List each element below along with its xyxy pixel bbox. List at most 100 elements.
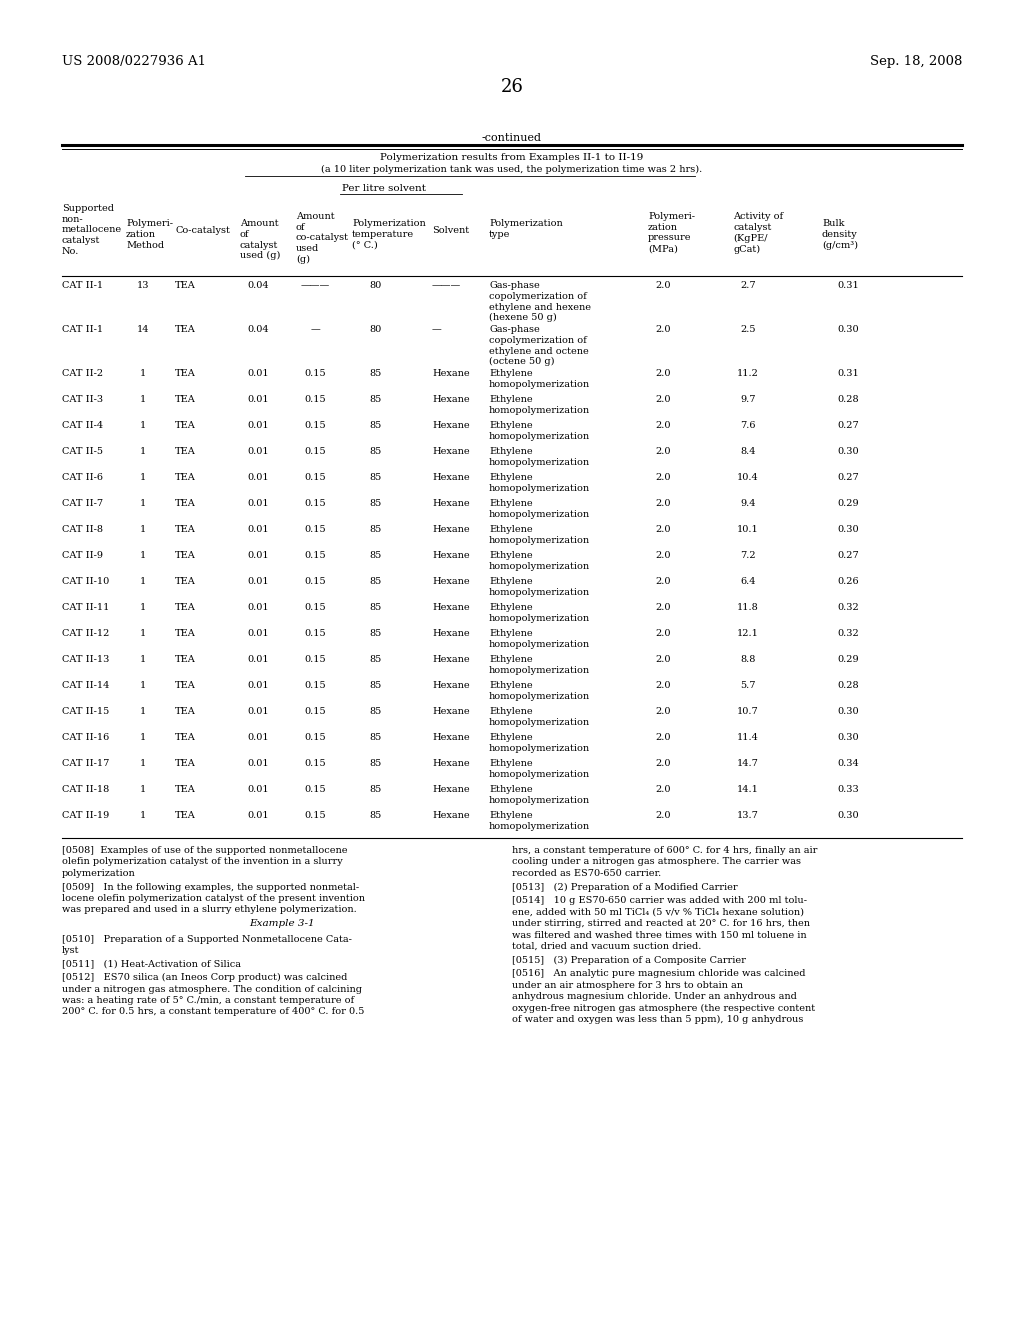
Text: Ethylene
homopolymerization: Ethylene homopolymerization <box>489 785 590 805</box>
Text: 1: 1 <box>140 421 146 430</box>
Text: total, dried and vacuum suction dried.: total, dried and vacuum suction dried. <box>512 942 701 950</box>
Text: TEA: TEA <box>175 370 196 378</box>
Text: 11.4: 11.4 <box>737 733 759 742</box>
Text: 2.0: 2.0 <box>655 281 671 290</box>
Text: 0.30: 0.30 <box>838 325 859 334</box>
Text: TEA: TEA <box>175 525 196 535</box>
Text: 1: 1 <box>140 395 146 404</box>
Text: Amount
of
co-catalyst
used
(g): Amount of co-catalyst used (g) <box>296 213 349 264</box>
Text: 0.15: 0.15 <box>304 603 326 612</box>
Text: 2.7: 2.7 <box>740 281 756 290</box>
Text: 0.01: 0.01 <box>247 525 269 535</box>
Text: under stirring, stirred and reacted at 20° C. for 16 hrs, then: under stirring, stirred and reacted at 2… <box>512 919 810 928</box>
Text: [0509]   In the following examples, the supported nonmetal-: [0509] In the following examples, the su… <box>62 883 359 891</box>
Text: 13: 13 <box>137 281 150 290</box>
Text: Hexane: Hexane <box>432 708 470 715</box>
Text: 0.30: 0.30 <box>838 733 859 742</box>
Text: 10.7: 10.7 <box>737 708 759 715</box>
Text: CAT II-10: CAT II-10 <box>62 577 110 586</box>
Text: 2.0: 2.0 <box>655 759 671 768</box>
Text: 0.32: 0.32 <box>838 630 859 638</box>
Text: 85: 85 <box>370 733 382 742</box>
Text: 0.27: 0.27 <box>838 421 859 430</box>
Text: 0.28: 0.28 <box>838 395 859 404</box>
Text: 0.31: 0.31 <box>838 370 859 378</box>
Text: ———: ——— <box>300 281 330 290</box>
Text: CAT II-3: CAT II-3 <box>62 395 103 404</box>
Text: Per litre solvent: Per litre solvent <box>342 183 426 193</box>
Text: CAT II-17: CAT II-17 <box>62 759 110 768</box>
Text: [0510]   Preparation of a Supported Nonmetallocene Cata-: [0510] Preparation of a Supported Nonmet… <box>62 935 352 944</box>
Text: 85: 85 <box>370 655 382 664</box>
Text: 2.0: 2.0 <box>655 550 671 560</box>
Text: TEA: TEA <box>175 473 196 482</box>
Text: 0.01: 0.01 <box>247 681 269 690</box>
Text: 85: 85 <box>370 630 382 638</box>
Text: 85: 85 <box>370 785 382 795</box>
Text: CAT II-2: CAT II-2 <box>62 370 103 378</box>
Text: Activity of
catalyst
(KgPE/
gCat): Activity of catalyst (KgPE/ gCat) <box>733 213 783 253</box>
Text: 1: 1 <box>140 603 146 612</box>
Text: Example 3-1: Example 3-1 <box>249 919 314 928</box>
Text: 8.8: 8.8 <box>740 655 756 664</box>
Text: (a 10 liter polymerization tank was used, the polymerization time was 2 hrs).: (a 10 liter polymerization tank was used… <box>322 165 702 174</box>
Text: 0.15: 0.15 <box>304 655 326 664</box>
Text: Ethylene
homopolymerization: Ethylene homopolymerization <box>489 370 590 389</box>
Text: Hexane: Hexane <box>432 733 470 742</box>
Text: 0.01: 0.01 <box>247 499 269 508</box>
Text: 85: 85 <box>370 577 382 586</box>
Text: Hexane: Hexane <box>432 525 470 535</box>
Text: 1: 1 <box>140 370 146 378</box>
Text: 0.30: 0.30 <box>838 447 859 455</box>
Text: 0.01: 0.01 <box>247 577 269 586</box>
Text: 0.15: 0.15 <box>304 447 326 455</box>
Text: 8.4: 8.4 <box>740 447 756 455</box>
Text: under an air atmosphere for 3 hrs to obtain an: under an air atmosphere for 3 hrs to obt… <box>512 981 743 990</box>
Text: 0.15: 0.15 <box>304 550 326 560</box>
Text: TEA: TEA <box>175 785 196 795</box>
Text: TEA: TEA <box>175 810 196 820</box>
Text: 0.15: 0.15 <box>304 759 326 768</box>
Text: TEA: TEA <box>175 281 196 290</box>
Text: TEA: TEA <box>175 421 196 430</box>
Text: 0.30: 0.30 <box>838 810 859 820</box>
Text: 0.01: 0.01 <box>247 447 269 455</box>
Text: 200° C. for 0.5 hrs, a constant temperature of 400° C. for 0.5: 200° C. for 0.5 hrs, a constant temperat… <box>62 1007 365 1016</box>
Text: 0.15: 0.15 <box>304 525 326 535</box>
Text: 2.0: 2.0 <box>655 325 671 334</box>
Text: 14: 14 <box>137 325 150 334</box>
Text: polymerization: polymerization <box>62 869 136 878</box>
Text: Sep. 18, 2008: Sep. 18, 2008 <box>869 55 962 69</box>
Text: Ethylene
homopolymerization: Ethylene homopolymerization <box>489 473 590 492</box>
Text: CAT II-14: CAT II-14 <box>62 681 110 690</box>
Text: 2.0: 2.0 <box>655 708 671 715</box>
Text: 0.01: 0.01 <box>247 655 269 664</box>
Text: Ethylene
homopolymerization: Ethylene homopolymerization <box>489 681 590 701</box>
Text: 0.01: 0.01 <box>247 395 269 404</box>
Text: TEA: TEA <box>175 499 196 508</box>
Text: 7.6: 7.6 <box>740 421 756 430</box>
Text: TEA: TEA <box>175 630 196 638</box>
Text: 1: 1 <box>140 550 146 560</box>
Text: 2.0: 2.0 <box>655 473 671 482</box>
Text: 1: 1 <box>140 577 146 586</box>
Text: 2.0: 2.0 <box>655 577 671 586</box>
Text: was filtered and washed three times with 150 ml toluene in: was filtered and washed three times with… <box>512 931 807 940</box>
Text: Hexane: Hexane <box>432 421 470 430</box>
Text: 11.2: 11.2 <box>737 370 759 378</box>
Text: 1: 1 <box>140 655 146 664</box>
Text: 10.1: 10.1 <box>737 525 759 535</box>
Text: 2.0: 2.0 <box>655 395 671 404</box>
Text: US 2008/0227936 A1: US 2008/0227936 A1 <box>62 55 206 69</box>
Text: 0.27: 0.27 <box>838 473 859 482</box>
Text: CAT II-13: CAT II-13 <box>62 655 110 664</box>
Text: 0.27: 0.27 <box>838 550 859 560</box>
Text: [0515]   (3) Preparation of a Composite Carrier: [0515] (3) Preparation of a Composite Ca… <box>512 956 745 965</box>
Text: 1: 1 <box>140 499 146 508</box>
Text: TEA: TEA <box>175 550 196 560</box>
Text: 0.15: 0.15 <box>304 499 326 508</box>
Text: 0.30: 0.30 <box>838 708 859 715</box>
Text: Ethylene
homopolymerization: Ethylene homopolymerization <box>489 577 590 597</box>
Text: Polymeri-
zation
Method: Polymeri- zation Method <box>126 219 173 249</box>
Text: 85: 85 <box>370 421 382 430</box>
